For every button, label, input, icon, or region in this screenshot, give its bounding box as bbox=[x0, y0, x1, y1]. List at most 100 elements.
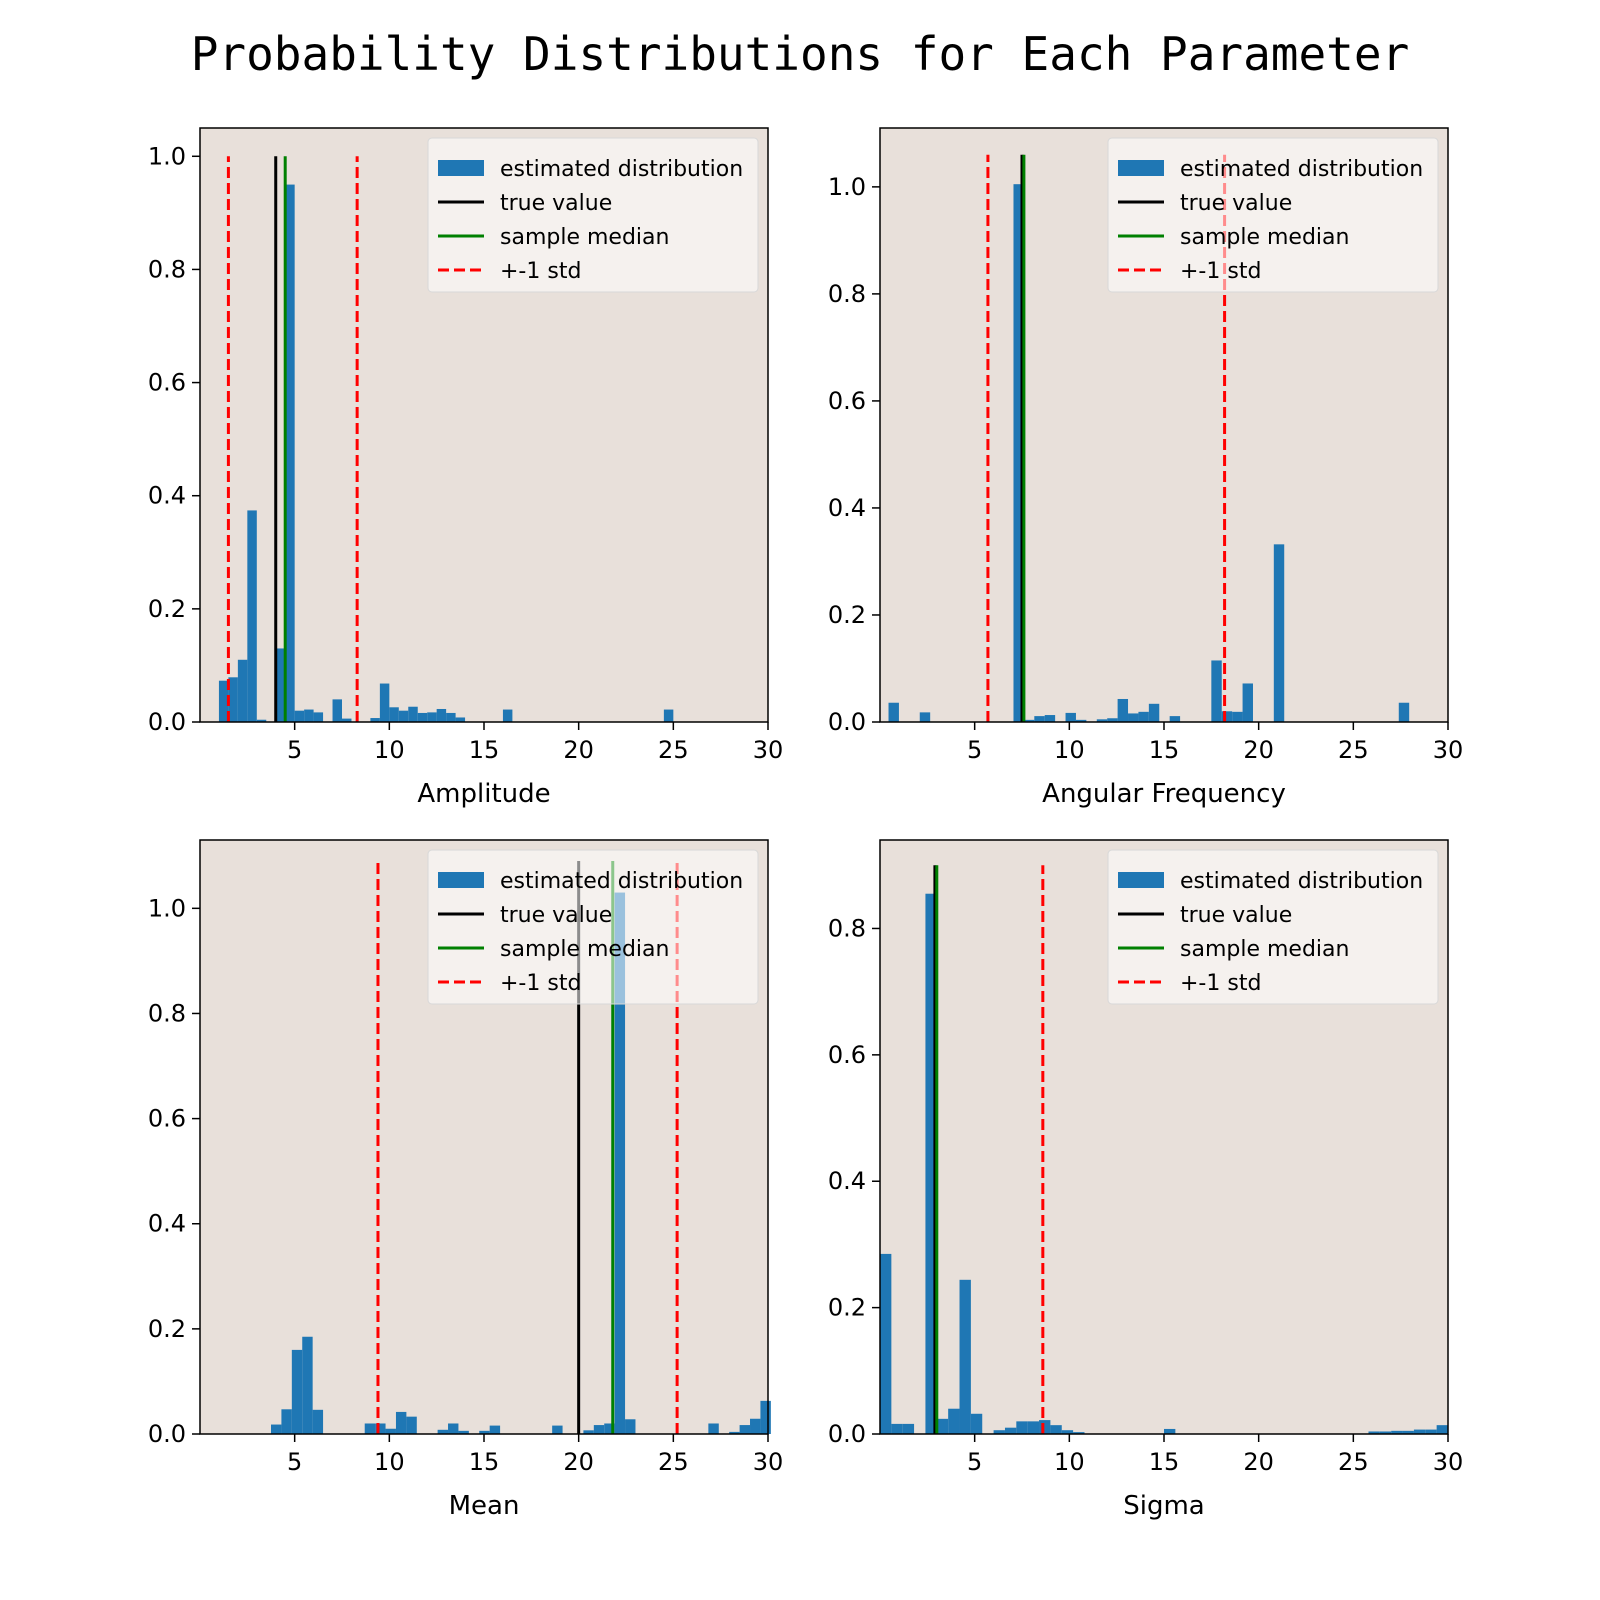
x-tick-label: 30 bbox=[1433, 1448, 1464, 1476]
histogram-bar bbox=[370, 718, 380, 722]
legend-entry-label: true value bbox=[500, 191, 612, 216]
legend-box bbox=[1107, 849, 1439, 1005]
x-tick-label: 25 bbox=[658, 1448, 689, 1476]
histogram-bar bbox=[1117, 698, 1129, 722]
x-tick-label: 10 bbox=[1054, 736, 1085, 764]
y-tick-label: 0.0 bbox=[828, 708, 866, 736]
y-tick-label: 0.2 bbox=[828, 601, 866, 629]
histogram-bar bbox=[1004, 1427, 1017, 1434]
y-tick-label: 0.2 bbox=[148, 595, 186, 623]
y-tick-label: 0.4 bbox=[828, 494, 866, 522]
axes-frame bbox=[199, 839, 769, 1435]
histogram-bar bbox=[408, 706, 418, 722]
x-tick-label: 15 bbox=[1149, 1448, 1180, 1476]
histogram-bar bbox=[389, 707, 399, 722]
histogram-bar bbox=[1073, 1432, 1085, 1434]
y-tick-label: 0.0 bbox=[148, 708, 186, 736]
histogram-bar bbox=[437, 1429, 449, 1434]
x-tick-label: 15 bbox=[1149, 736, 1180, 764]
histogram-bar bbox=[1391, 1430, 1403, 1434]
histogram-bar bbox=[385, 1428, 396, 1434]
y-tick-label: 0.2 bbox=[828, 1294, 866, 1322]
histogram-bar bbox=[256, 719, 267, 722]
legend-entry-label: estimated distribution bbox=[1180, 869, 1423, 894]
histogram-bar bbox=[1075, 719, 1087, 722]
legend-entry-label: +-1 std bbox=[1180, 971, 1261, 996]
histogram-bar bbox=[1169, 716, 1181, 722]
histogram-bar bbox=[1379, 1431, 1392, 1434]
x-tick-label: 10 bbox=[1054, 1448, 1085, 1476]
histogram-bar bbox=[1413, 1429, 1426, 1434]
histogram-bar bbox=[1138, 711, 1149, 722]
histogram-bar bbox=[583, 1430, 594, 1434]
y-tick-label: 0.0 bbox=[148, 1420, 186, 1448]
histogram-bar bbox=[959, 1279, 971, 1434]
histogram-bar bbox=[1368, 1431, 1380, 1434]
legend-handle-histogram bbox=[1118, 160, 1164, 176]
histogram-bar bbox=[247, 510, 257, 722]
x-tick-label: 25 bbox=[658, 736, 689, 764]
histogram-bar bbox=[891, 1423, 903, 1434]
histogram-bar bbox=[1232, 711, 1243, 722]
legend-entry-label: estimated distribution bbox=[500, 157, 743, 182]
histogram-bar bbox=[1027, 1421, 1040, 1434]
histogram-bar bbox=[1034, 716, 1045, 722]
legend-entry-label: estimated distribution bbox=[500, 869, 743, 894]
histogram-bar bbox=[275, 648, 286, 722]
histogram-bar bbox=[1221, 711, 1233, 722]
y-tick-label: 0.4 bbox=[148, 1210, 186, 1238]
histogram-bar bbox=[1044, 715, 1056, 722]
histogram-bar bbox=[271, 1424, 282, 1434]
y-tick-label: 0.8 bbox=[148, 999, 186, 1027]
histogram-bar bbox=[364, 1423, 376, 1434]
histogram-bar bbox=[760, 1400, 771, 1434]
y-tick-label: 0.6 bbox=[148, 1105, 186, 1133]
subplot-1: 5 10 15 20 25 30 0.0 0.2 0.4 0.6 0.8 1.0 Amplitude es… bbox=[148, 127, 783, 809]
y-tick-label: 0.4 bbox=[148, 482, 186, 510]
legend-box bbox=[427, 137, 759, 293]
legend-entry-label: true value bbox=[500, 903, 612, 928]
histogram-bar bbox=[1039, 1420, 1051, 1434]
x-tick-label: 20 bbox=[1243, 736, 1274, 764]
x-tick-label: 25 bbox=[1338, 1448, 1369, 1476]
histogram-bar bbox=[285, 184, 295, 723]
histogram-bar bbox=[395, 1411, 407, 1434]
histogram-bar bbox=[398, 710, 409, 722]
x-tick-label: 10 bbox=[374, 736, 405, 764]
histogram-bar bbox=[1436, 1425, 1448, 1434]
histogram-bar bbox=[1065, 712, 1076, 722]
histogram-bar bbox=[625, 1419, 636, 1434]
histogram-bar bbox=[925, 893, 937, 1434]
legend-entry-label: estimated distribution bbox=[1180, 157, 1423, 182]
histogram-bar bbox=[1148, 703, 1160, 722]
histogram-bar bbox=[880, 1253, 892, 1434]
histogram-bar bbox=[614, 892, 626, 1434]
histogram-bar bbox=[663, 709, 674, 722]
histogram-bar bbox=[291, 1349, 303, 1434]
histogram-bar bbox=[604, 1423, 615, 1434]
histogram-bar bbox=[1242, 683, 1253, 722]
histogram-bar bbox=[406, 1416, 417, 1434]
histogram-bar bbox=[502, 709, 513, 722]
histogram-bar bbox=[294, 710, 305, 722]
legend: estimated distribution true value sample m… bbox=[427, 137, 759, 293]
y-tick-label: 0.6 bbox=[148, 369, 186, 397]
histogram-bar bbox=[458, 1430, 469, 1434]
x-tick-label: 5 bbox=[967, 736, 982, 764]
x-tick-label: 15 bbox=[469, 1448, 500, 1476]
histogram-bar bbox=[379, 683, 390, 722]
y-tick-label: 0.8 bbox=[828, 280, 866, 308]
x-tick-label: 5 bbox=[967, 1448, 982, 1476]
histogram-bar bbox=[1128, 713, 1139, 722]
histogram-bar bbox=[888, 702, 899, 722]
legend-entry-label: sample median bbox=[500, 225, 669, 250]
x-tick-label: 20 bbox=[563, 736, 594, 764]
x-tick-label: 15 bbox=[469, 736, 500, 764]
x-tick-label: 30 bbox=[753, 1448, 784, 1476]
subplots: 5 10 15 20 25 30 0.0 0.2 0.4 0.6 0.8 1.0 Amplitude es… bbox=[148, 127, 1464, 1521]
histogram-bar bbox=[948, 1408, 960, 1434]
histogram-bar bbox=[902, 1423, 915, 1434]
histogram-bar bbox=[302, 1336, 313, 1434]
histogram-bar bbox=[750, 1418, 761, 1434]
x-tick-label: 10 bbox=[374, 1448, 405, 1476]
